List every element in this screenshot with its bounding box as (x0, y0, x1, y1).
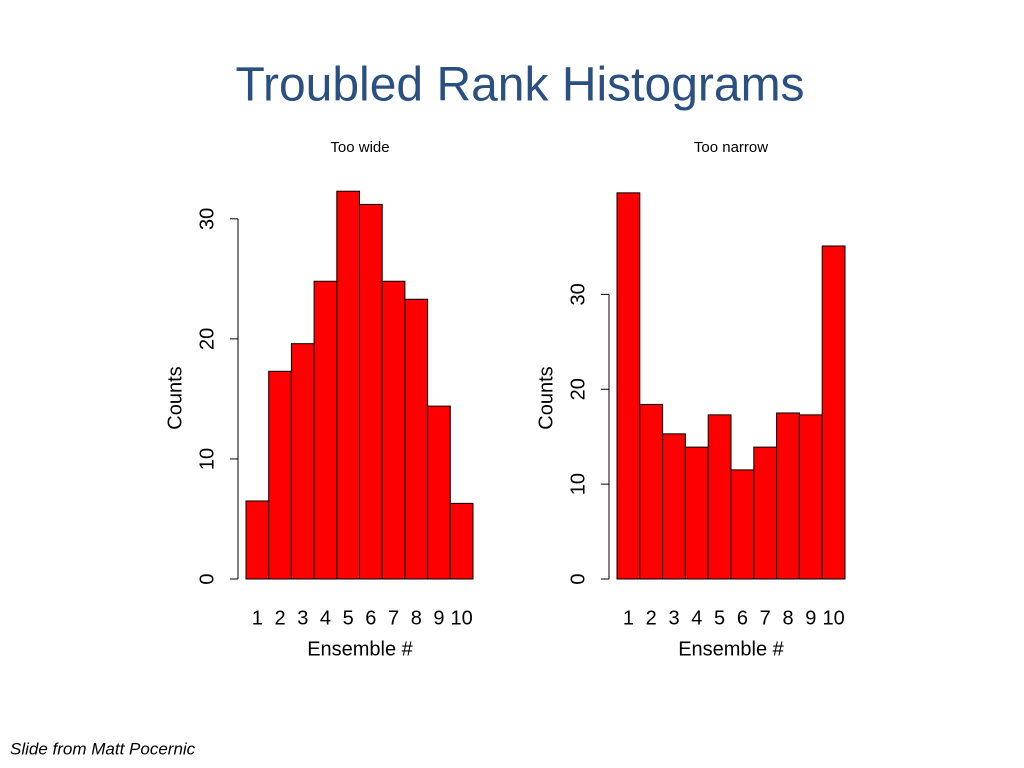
x-tick-label: 10 (451, 607, 473, 629)
bar (268, 370, 292, 580)
bar (707, 414, 732, 580)
x-tick-label: 9 (805, 607, 816, 629)
x-tick-label: 5 (343, 607, 354, 629)
bar (336, 190, 360, 580)
x-tick-label: 4 (691, 607, 702, 629)
y-tick-label: 10 (567, 473, 589, 495)
x-axis-label: Ensemble # (307, 638, 413, 660)
x-tick-label: 8 (411, 607, 422, 629)
x-tick-label: 5 (714, 607, 725, 629)
bar (821, 245, 846, 580)
x-tick-label: 6 (737, 607, 748, 629)
x-axis-label: Ensemble # (678, 638, 784, 660)
bar (313, 280, 338, 580)
x-tick-label: 1 (623, 607, 634, 629)
y-tick-label: 0 (567, 573, 589, 584)
bar (753, 446, 778, 580)
bar (776, 412, 800, 580)
y-tick-label: 30 (567, 283, 589, 305)
bar (684, 446, 709, 580)
x-tick-label: 7 (760, 607, 771, 629)
bar (639, 403, 664, 580)
x-tick-label: 1 (252, 607, 263, 629)
bar (245, 500, 270, 580)
bar (730, 469, 755, 580)
y-tick-label: 0 (196, 573, 218, 584)
x-tick-label: 2 (646, 607, 657, 629)
bar (290, 343, 315, 580)
bar (427, 405, 451, 580)
y-axis-label: Counts (164, 366, 186, 429)
chart-title: Too wide (330, 139, 389, 156)
y-tick-label: 10 (196, 448, 218, 470)
x-tick-label: 7 (388, 607, 399, 629)
bar (404, 298, 429, 580)
chart-title: Too narrow (694, 139, 768, 156)
x-tick-label: 2 (274, 607, 285, 629)
x-tick-label: 10 (822, 607, 844, 629)
x-tick-label: 3 (668, 607, 679, 629)
bar (359, 203, 383, 580)
x-tick-label: 9 (433, 607, 444, 629)
footer: Slide from Matt Pocernic (10, 739, 196, 758)
bar (381, 280, 406, 580)
slide-title: Troubled Rank Histograms (235, 59, 804, 112)
x-tick-label: 6 (365, 607, 376, 629)
x-tick-label: 3 (297, 607, 308, 629)
x-tick-label: 8 (782, 607, 793, 629)
y-axis-label: Counts (535, 366, 557, 429)
bar (616, 192, 641, 580)
y-tick-label: 30 (196, 208, 218, 230)
bar (798, 414, 823, 580)
x-tick-label: 4 (320, 607, 331, 629)
bar (662, 433, 686, 580)
y-tick-label: 20 (567, 378, 589, 400)
y-tick-label: 20 (196, 328, 218, 350)
bar (449, 502, 474, 580)
